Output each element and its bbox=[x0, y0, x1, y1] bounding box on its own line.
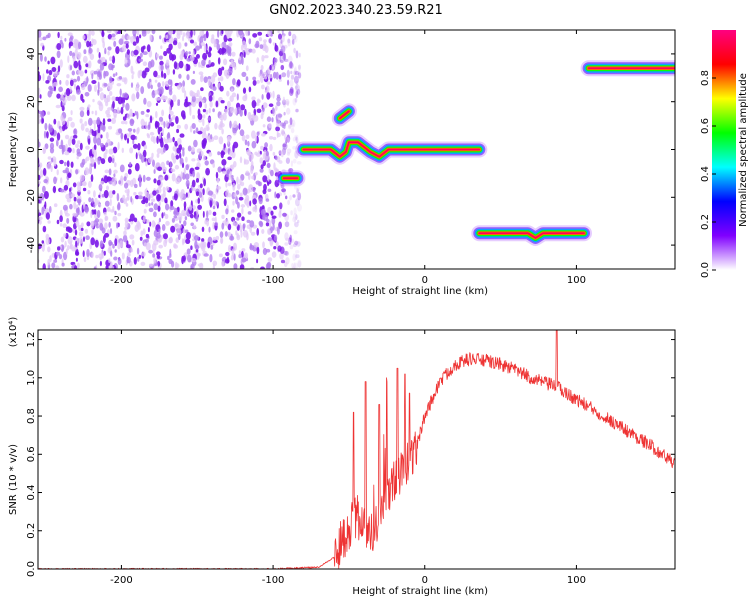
snr-y-ticks: 0.0 0.2 0.4 0.6 0.8 1.0 1.2 bbox=[26, 332, 675, 577]
spectrogram-y-tick-label: -40 bbox=[26, 237, 37, 253]
snr-y-tick-label: 0.6 bbox=[26, 446, 37, 462]
colorbar-tick-label: 0.4 bbox=[700, 166, 711, 182]
spectrogram-x-tick-label: 0 bbox=[422, 275, 428, 286]
snr-y-tick-label: 0.2 bbox=[26, 523, 37, 539]
snr-y-tick-label: 0.0 bbox=[26, 561, 37, 577]
snr-y-tick-label: 0.4 bbox=[26, 485, 37, 501]
snr-x-tick-label: -100 bbox=[262, 575, 285, 586]
colorbar-ticks: 0.0 0.2 0.4 0.6 0.8 bbox=[700, 70, 716, 278]
colorbar-gradient bbox=[712, 30, 736, 270]
snr-line bbox=[38, 330, 675, 569]
colorbar-tick-label: 0.8 bbox=[700, 70, 711, 86]
colorbar-tick-label: 0.6 bbox=[700, 118, 711, 134]
snr-x-axis-label: Height of straight line (km) bbox=[352, 586, 488, 597]
snr-x-tick-label: -200 bbox=[110, 575, 133, 586]
snr-y-tick-label: 1.2 bbox=[26, 332, 37, 348]
spectrogram-y-axis-label: Frequency (Hz) bbox=[8, 112, 19, 188]
spectrogram-x-tick-label: -200 bbox=[110, 275, 133, 286]
spectrogram-x-ticks: -200 -100 0 100 bbox=[110, 30, 586, 286]
colorbar-tick-label: 0.2 bbox=[700, 214, 711, 230]
spectrogram-y-tick-label: -20 bbox=[26, 189, 37, 205]
snr-x-ticks: -200 -100 0 100 bbox=[110, 330, 586, 586]
spectrogram-x-axis-label: Height of straight line (km) bbox=[352, 286, 488, 297]
ridge-3 bbox=[471, 225, 592, 246]
spectrogram-y-tick-label: 40 bbox=[26, 48, 37, 61]
snr-y-tick-label: 0.8 bbox=[26, 408, 37, 424]
colorbar-label: Normalized spectral amplitude bbox=[738, 73, 749, 227]
snr-y-tick-label: 1.0 bbox=[26, 370, 37, 386]
noise-region bbox=[38, 30, 302, 269]
snr-panel: -200 -100 0 100 0.0 0.2 0.4 0.6 0.8 1.0 1.2 Heigh… bbox=[8, 317, 676, 597]
snr-plot-area bbox=[38, 330, 675, 569]
spectrogram-panel: -200 -100 0 100 40 20 0 -20 -40 Height of strai… bbox=[8, 29, 676, 297]
snr-frame bbox=[37, 329, 676, 570]
ridge-1 bbox=[295, 134, 488, 165]
snr-x-tick-label: 0 bbox=[422, 575, 428, 586]
colorbar-tick-label: 0.0 bbox=[700, 262, 711, 278]
chart-title: GN02.2023.340.23.59.R21 bbox=[269, 3, 443, 18]
spectrogram-y-ticks: 40 20 0 -20 -40 bbox=[26, 48, 675, 253]
colorbar: 0.0 0.2 0.4 0.6 0.8 Normalized spectral ampl… bbox=[700, 30, 749, 278]
spectrogram-x-tick-label: 100 bbox=[567, 275, 586, 286]
spectrogram-plot-area bbox=[38, 30, 675, 269]
ridge-2 bbox=[331, 103, 357, 127]
snr-y-multiplier: (x10⁴) bbox=[8, 317, 19, 348]
spectrogram-y-tick-label: 0 bbox=[26, 146, 37, 152]
snr-y-axis-label: SNR (10 * v/v) bbox=[8, 444, 19, 515]
spectrogram-x-tick-label: -100 bbox=[262, 275, 285, 286]
snr-x-tick-label: 100 bbox=[567, 575, 586, 586]
spectrogram-y-tick-label: 20 bbox=[26, 95, 37, 108]
